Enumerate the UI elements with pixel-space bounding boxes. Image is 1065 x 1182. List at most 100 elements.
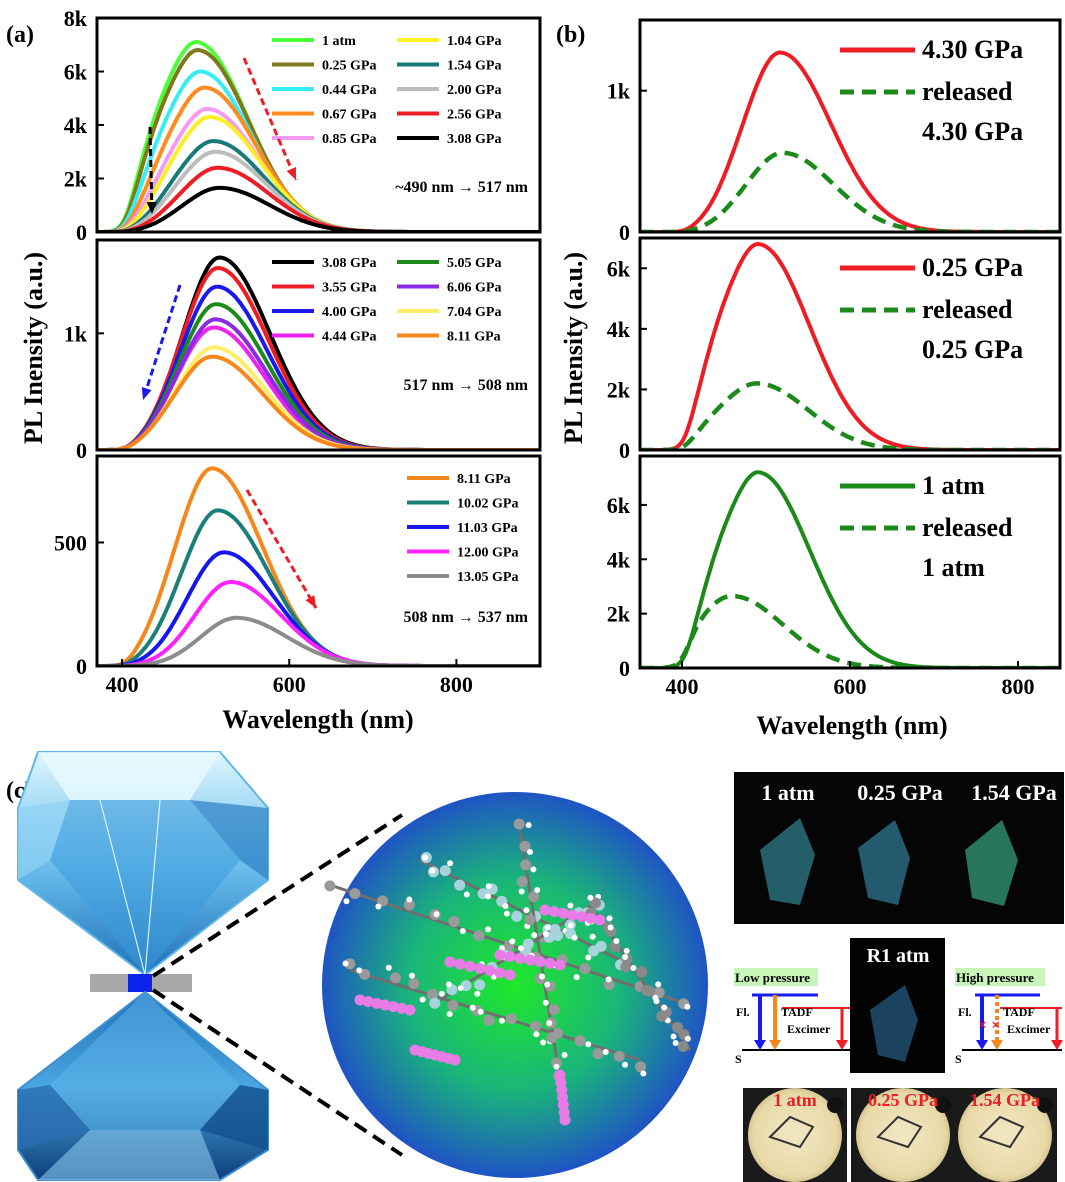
photo-crystals (760, 818, 1018, 906)
hydrogen-atom (606, 915, 613, 922)
hydrogen-atom (553, 1063, 560, 1070)
hydrogen-atom (463, 891, 470, 898)
dopant-atom (454, 958, 466, 970)
hydrogen-atom (534, 886, 541, 893)
molecule-atom (528, 891, 540, 903)
molecule-bond (349, 968, 641, 1062)
hydrogen-atom (585, 1041, 592, 1048)
hydrogen-atom (485, 883, 492, 890)
molecule-atom (609, 941, 621, 953)
hydrogen-atom (540, 1039, 547, 1046)
hydrogen-atom (605, 976, 612, 983)
series-line-released-0.25-GPa (640, 381, 1060, 450)
legend-label: 3.55 GPa (322, 281, 376, 296)
series-line-3.55-GPa (97, 265, 540, 450)
series-line-12.00-GPa (97, 579, 540, 666)
ruby-marker (1037, 1097, 1053, 1113)
hydrogen-atom (602, 1048, 609, 1055)
dopant-atom (554, 959, 566, 971)
legend-label: 0.25 GPa (922, 335, 1023, 364)
hydrogen-atom (498, 1017, 505, 1024)
trend-arrow (148, 126, 154, 215)
trend-arrowhead (146, 201, 157, 214)
molecule-sphere (322, 792, 708, 1178)
legend-label: 4.30 GPa (922, 35, 1023, 64)
y-tick-label: 0 (76, 220, 87, 245)
dopant-atom (557, 907, 569, 919)
sample-chamber (128, 974, 152, 992)
dopant-atom (396, 1002, 408, 1014)
hydrogen-atom (422, 854, 429, 861)
crystal-outline (978, 1115, 1025, 1149)
dopant-atom (539, 904, 551, 916)
hydrogen-atom (469, 1004, 476, 1011)
legend-label: 12.00 GPa (457, 546, 518, 561)
chart-b3: 0 2k 4k 6k 400 600 800 1 atm released 1 atm (607, 454, 1062, 699)
hydrogen-atom (518, 888, 525, 895)
legend-label: 2.00 GPa (447, 83, 501, 98)
legend-label: released (922, 513, 1013, 542)
hydrogen-atom (539, 973, 546, 980)
hydrogen-atom (533, 1031, 540, 1038)
molecule-atom (595, 940, 607, 952)
dopant-atom (504, 951, 516, 963)
legend-label: 8.11 GPa (447, 330, 501, 345)
y-tick-label: 6k (607, 256, 631, 281)
diagram-high-title: High pressure (956, 970, 1034, 985)
molecule-atom (439, 865, 451, 877)
diagram-low-fl: Fl. (736, 1005, 750, 1019)
molecule-atom (589, 897, 601, 909)
molecule-atom (344, 958, 356, 970)
hydrogen-atom (445, 981, 452, 988)
legend-label: 8.11 GPa (457, 472, 511, 487)
x-tick-label: 600 (834, 674, 867, 699)
legend-label: 3.08 GPa (322, 256, 376, 271)
hydrogen-atom (477, 1008, 484, 1015)
dopant-atom (534, 956, 546, 968)
molecule-atom (505, 1013, 517, 1025)
hydrogen-atom (485, 926, 492, 933)
legend-label: 4.00 GPa (322, 305, 376, 320)
molecule-atom (548, 1004, 560, 1016)
x-tick-label: 600 (273, 672, 306, 697)
series-line-2.56-GPa (97, 165, 540, 232)
x-tick-label: 400 (106, 672, 139, 697)
diamond-anvil-top (17, 751, 269, 977)
panel-label-a: (a) (6, 22, 34, 48)
molecule-atom (511, 910, 523, 922)
shift-annotation: ~490 nm → 517 nm (395, 179, 528, 196)
molecule-atom (603, 979, 615, 991)
hydrogen-atom (546, 1020, 553, 1027)
hydrogen-atom (517, 945, 524, 952)
energy-diagram-low: Low pressure Fl. TADF Excimer S (734, 968, 850, 1066)
molecule-atom (448, 916, 460, 928)
hydrogen-atom (561, 1051, 568, 1058)
dopant-atom (387, 1001, 399, 1013)
molecule-atom (644, 985, 656, 997)
dopant-atom (585, 912, 597, 924)
diagram-high-tadf: TADF (1003, 1005, 1035, 1019)
legend-label: 6.06 GPa (447, 281, 501, 296)
hydrogen-atom (530, 866, 537, 873)
molecule-atom (677, 1040, 689, 1052)
molecule-atom (522, 938, 534, 950)
molecule-atom (349, 888, 361, 900)
legend-label: 4.30 GPa (922, 117, 1023, 146)
hydrogen-atom (406, 896, 413, 903)
legend-label: 5.05 GPa (447, 256, 501, 271)
molecule-atom (620, 961, 632, 973)
hydrogen-atom (459, 927, 466, 934)
diagram-low-ground: S (735, 1052, 742, 1066)
hydrogen-atom (509, 938, 516, 945)
trend-arrowhead (286, 167, 296, 180)
hydrogen-atom (485, 893, 492, 900)
molecule-atom (519, 840, 531, 852)
dopant-atom (404, 1004, 416, 1016)
hydrogen-atom (419, 996, 426, 1003)
series-line-3.08-GPa (97, 185, 540, 232)
molecule-atom (530, 1020, 542, 1032)
y-tick-label: 0 (619, 438, 630, 463)
molecule-atom (613, 1050, 625, 1062)
y-tick-label: 4k (64, 113, 88, 138)
dopant-atom (576, 911, 588, 923)
